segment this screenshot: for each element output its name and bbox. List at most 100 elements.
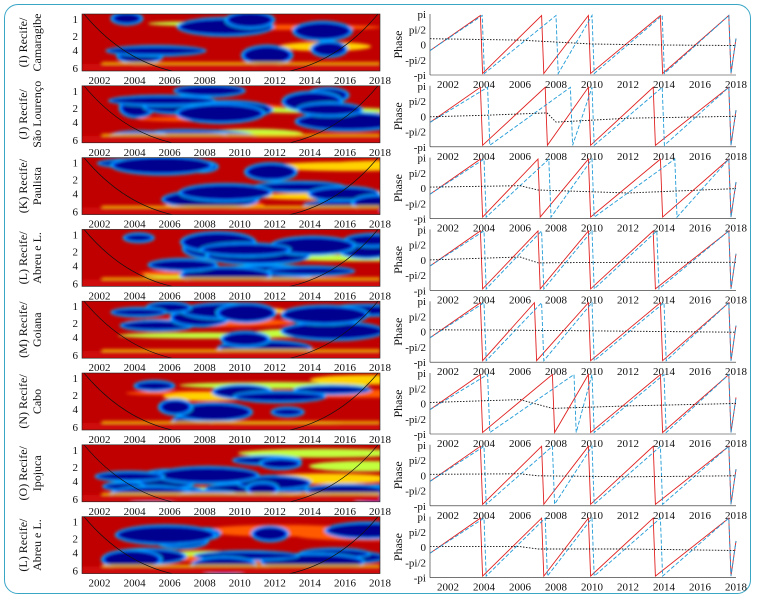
- phase-ytick-label: pi/2: [409, 24, 426, 36]
- phase-year-tick: 2018: [725, 438, 748, 450]
- phase-ytick-label: pi/2: [409, 311, 426, 323]
- phase-year-tick: 2008: [545, 510, 568, 522]
- phase-year-tick: 2012: [617, 510, 639, 522]
- heatmap-year-tick: 2012: [264, 75, 286, 87]
- row-label: (O) Recife/Ipojuca: [16, 445, 44, 500]
- phase-ytick-label: pi/2: [409, 455, 426, 467]
- period-tick-label: 4: [73, 404, 79, 416]
- period-tick-label: 2: [73, 31, 79, 43]
- phase-ylabel: Phase: [391, 318, 405, 346]
- period-tick-label: 6: [73, 566, 79, 578]
- period-tick-label: 6: [73, 278, 79, 290]
- phase-year-tick: 2014: [653, 510, 676, 522]
- heatmap-year-tick: 2008: [194, 434, 217, 446]
- heatmap-year-tick: 2010: [229, 506, 252, 518]
- row-label-line: (I) Recife/: [16, 17, 30, 67]
- heatmap-year-tick: 2008: [194, 578, 217, 590]
- phase-ytick-label: -pi: [414, 429, 426, 441]
- heatmap-year-tick: 2002: [89, 362, 111, 374]
- heatmap-year-tick: 2004: [124, 434, 147, 446]
- heatmap-year-tick: 2014: [299, 362, 322, 374]
- phase-ytick-label: 0: [421, 255, 427, 267]
- phase-series-red: [429, 229, 737, 291]
- phase-year-tick: 2010: [581, 151, 604, 163]
- wavelet-heatmap: [82, 229, 380, 287]
- phase-ylabel: Phase: [391, 390, 405, 418]
- heatmap-year-tick: 2016: [334, 362, 357, 374]
- phase-ytick-label: 0: [421, 327, 427, 339]
- phase-ytick-label: -pi: [414, 285, 426, 297]
- heatmap-year-tick: 2018: [369, 219, 392, 231]
- row-label-line: (O) Recife/: [16, 445, 30, 500]
- period-tick-label: 6: [73, 63, 79, 75]
- phase-ytick-label: -pi: [414, 357, 426, 369]
- phase-year-tick: 2010: [581, 438, 604, 450]
- heatmap-year-tick: 2004: [124, 506, 147, 518]
- heatmap-year-tick: 2012: [264, 434, 286, 446]
- heatmap-year-tick: 2018: [369, 362, 392, 374]
- phase-year-tick: 2014: [653, 223, 676, 235]
- heatmap-year-tick: 2002: [89, 147, 111, 159]
- wavelet-heatmap: [82, 157, 380, 215]
- row-label: (L) Recife/Abreu e L.: [16, 518, 44, 572]
- heatmap-year-tick: 2012: [264, 147, 286, 159]
- phase-ylabel: Phase: [391, 461, 405, 489]
- heatmap-year-tick: 2014: [299, 147, 322, 159]
- phase-year-tick: 2002: [437, 582, 459, 594]
- period-tick-label: 2: [73, 462, 79, 474]
- heatmap-year-tick: 2018: [369, 578, 392, 590]
- phase-year-tick: 2002: [437, 438, 459, 450]
- wavelet-heatmap: [82, 373, 380, 430]
- row-label-line: (J) Recife/: [16, 88, 30, 139]
- row-label-line: São Lourenço: [30, 81, 44, 148]
- period-tick-label: 4: [73, 117, 79, 129]
- row-label: (K) Recife/Paulista: [16, 158, 44, 213]
- phase-year-tick: 2010: [581, 582, 604, 594]
- period-tick-label: 6: [73, 350, 79, 362]
- period-tick-label: 4: [73, 189, 79, 201]
- period-tick-label: 4: [73, 332, 79, 344]
- period-tick-label: 1: [73, 373, 79, 385]
- phase-ytick-label: pi: [417, 9, 426, 21]
- period-tick-label: 1: [73, 14, 79, 26]
- phase-ytick-label: 0: [421, 40, 427, 52]
- heatmap-year-tick: 2002: [89, 578, 111, 590]
- phase-series-blue: [429, 516, 737, 578]
- phase-year-tick: 2014: [653, 366, 676, 378]
- row-label: (L) Recife/Abreu e L.: [16, 231, 44, 285]
- phase-series-red: [429, 516, 737, 578]
- phase-ytick-label: -pi: [414, 214, 426, 226]
- phase-year-tick: 2012: [617, 294, 639, 306]
- heatmap-year-tick: 2002: [89, 75, 111, 87]
- heatmap-year-tick: 2004: [124, 75, 147, 87]
- heatmap-year-tick: 2006: [159, 578, 182, 590]
- phase-ytick-label: 0: [421, 111, 427, 123]
- phase-ytick-label: pi: [417, 368, 426, 380]
- period-tick-label: 1: [73, 445, 79, 457]
- phase-series-black: [429, 112, 737, 123]
- phase-year-tick: 2018: [725, 294, 748, 306]
- period-tick-label: 1: [73, 158, 79, 170]
- heatmap-year-tick: 2002: [89, 434, 111, 446]
- phase-year-tick: 2002: [437, 79, 459, 91]
- phase-year-tick: 2018: [725, 510, 748, 522]
- phase-ytick-label: -pi/2: [405, 414, 426, 426]
- phase-ytick-label: -pi/2: [405, 486, 426, 498]
- heatmap-year-tick: 2012: [264, 506, 286, 518]
- period-tick-label: 4: [73, 260, 79, 272]
- phase-year-tick: 2006: [509, 223, 532, 235]
- phase-year-tick: 2016: [689, 582, 712, 594]
- phase-year-tick: 2018: [725, 79, 748, 91]
- phase-ytick-label: 0: [421, 183, 427, 195]
- heatmap-year-tick: 2014: [299, 434, 322, 446]
- phase-series-blue: [429, 157, 737, 219]
- phase-series-blue: [429, 229, 737, 291]
- heatmap-year-tick: 2006: [159, 75, 182, 87]
- phase-series-blue: [429, 301, 737, 362]
- phase-ytick-label: -pi/2: [405, 557, 426, 569]
- heatmap-year-tick: 2002: [89, 506, 111, 518]
- phase-year-tick: 2002: [437, 151, 459, 163]
